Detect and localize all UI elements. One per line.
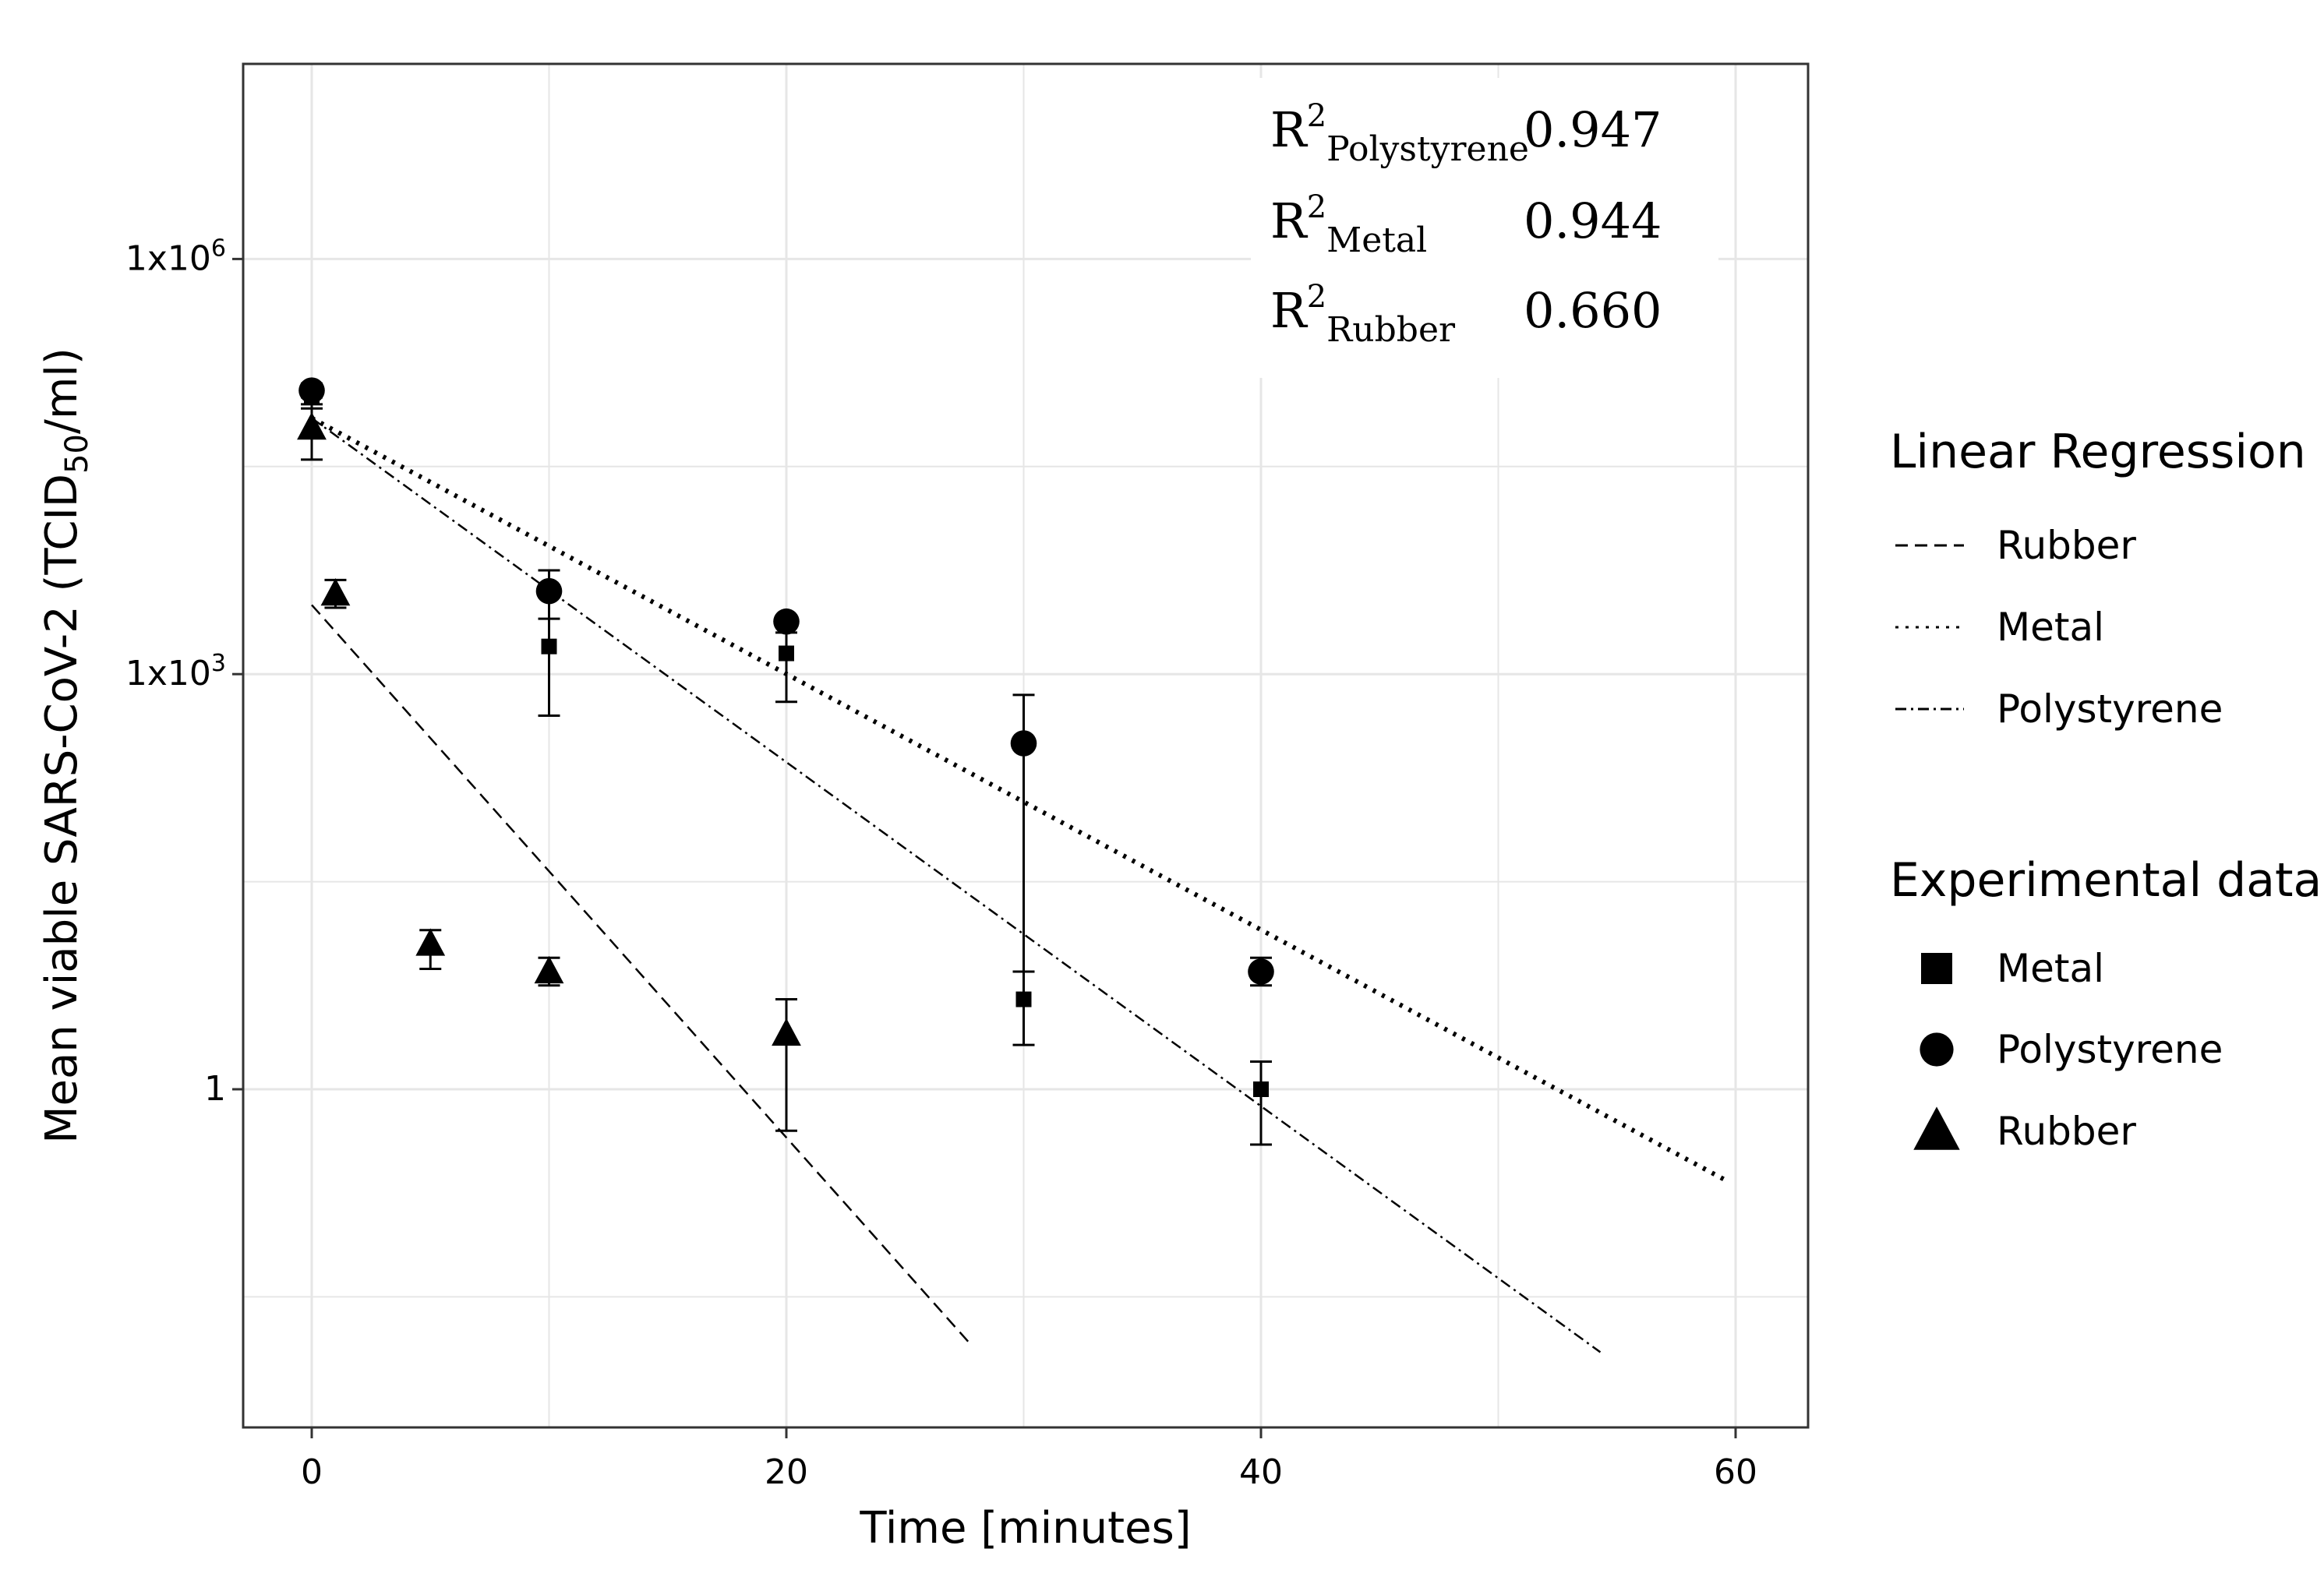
data-points xyxy=(297,377,1274,1146)
data-point-polystyrene xyxy=(535,569,563,620)
data-point-polystyrene xyxy=(1248,956,1274,987)
legend-marker-triangle xyxy=(1913,1106,1960,1150)
data-point-rubber xyxy=(415,928,446,970)
data-point-polystyrene xyxy=(298,377,325,404)
r-squared-base: R xyxy=(1270,101,1309,158)
x-tick-label: 0 xyxy=(301,1452,323,1492)
regression-line-metal xyxy=(311,417,1602,1353)
marker-circle xyxy=(1010,730,1037,757)
y-tick-label-base: 1 xyxy=(204,1069,226,1109)
legend-regression-label: Polystyrene xyxy=(1997,686,2223,732)
r-squared-label: R2Polystyrene xyxy=(1270,98,1529,169)
marker-square xyxy=(541,638,557,654)
legend-regression-label: Metal xyxy=(1997,605,2104,650)
regression-line-rubber xyxy=(311,604,973,1346)
data-point-rubber xyxy=(297,403,327,461)
legend-experimental-label: Polystyrene xyxy=(1997,1027,2223,1072)
x-tick-label: 20 xyxy=(765,1452,808,1492)
x-tick-label: 40 xyxy=(1239,1452,1283,1492)
marker-circle xyxy=(298,377,325,404)
regression-lines xyxy=(310,415,1725,1353)
marker-triangle xyxy=(297,411,327,440)
r-squared-label: R2Rubber xyxy=(1270,279,1456,350)
y-axis-title-main: Mean viable SARS-CoV-2 (TCID xyxy=(37,474,87,1144)
legend-experimental-label: Metal xyxy=(1997,946,2104,991)
r-squared-row: R2Rubber 0.660 xyxy=(1270,279,1662,350)
marker-circle xyxy=(535,577,563,605)
y-axis-title-end: /ml) xyxy=(37,348,87,434)
r-squared-subscript: Polystyrene xyxy=(1326,129,1529,169)
marker-triangle xyxy=(772,1018,801,1046)
r-squared-base: R xyxy=(1270,192,1309,249)
marker-triangle xyxy=(320,578,351,606)
y-tick-label: 1x103 xyxy=(125,650,226,693)
r-squared-value: 0.660 xyxy=(1524,282,1662,339)
marker-circle xyxy=(773,608,800,635)
r-squared-row: R2Metal 0.944 xyxy=(1270,189,1662,260)
legend: Linear Regression Rubber Metal Polystyrene E… xyxy=(1890,425,2322,1154)
data-point-rubber xyxy=(320,578,351,609)
legend-experimental-label: Rubber xyxy=(1997,1109,2136,1154)
marker-square xyxy=(779,645,794,662)
legend-experimental-title: Experimental data xyxy=(1890,853,2322,908)
y-axis-title: Mean viable SARS-CoV-2 (TCID50/ml) xyxy=(37,348,95,1144)
legend-marker-square xyxy=(1921,953,1952,984)
r-squared-subscript: Rubber xyxy=(1326,310,1456,350)
marker-circle xyxy=(1248,958,1274,985)
y-tick-label: 1 xyxy=(204,1069,226,1109)
x-tick-label: 60 xyxy=(1714,1452,1757,1492)
data-point-rubber xyxy=(772,998,801,1132)
legend-marker-circle xyxy=(1920,1032,1954,1067)
plot-frame xyxy=(242,62,1810,1429)
r-squared-background xyxy=(1251,78,1718,378)
marker-square xyxy=(1253,1081,1269,1097)
legend-regression-item: Rubber xyxy=(1895,523,2136,568)
legend-regression-label: Rubber xyxy=(1997,523,2136,568)
r-squared-value: 0.947 xyxy=(1524,101,1662,158)
regression-line-polystyrene xyxy=(310,415,1725,1182)
data-point-polystyrene xyxy=(773,608,800,635)
legend-regression-title: Linear Regression xyxy=(1890,425,2306,479)
data-point-rubber xyxy=(534,955,564,987)
legend-experimental-item: Rubber xyxy=(1913,1106,2136,1154)
x-axis-title: Time [minutes] xyxy=(859,1503,1191,1554)
y-tick-label-base: 1x10 xyxy=(125,238,211,278)
r-squared-exponent: 2 xyxy=(1307,279,1326,315)
marker-triangle xyxy=(534,955,564,984)
marker-square xyxy=(1015,991,1032,1007)
legend-experimental-item: Metal xyxy=(1921,946,2104,991)
y-tick-label-exponent: 3 xyxy=(211,650,226,677)
r-squared-subscript: Metal xyxy=(1326,221,1427,260)
data-point-metal xyxy=(1250,1060,1272,1146)
r-squared-base: R xyxy=(1270,282,1309,339)
r-squared-exponent: 2 xyxy=(1307,189,1326,225)
r-squared-exponent: 2 xyxy=(1307,98,1326,134)
y-tick-label: 1x106 xyxy=(125,235,226,278)
y-axis-title-subscript: 50 xyxy=(59,434,95,474)
marker-triangle xyxy=(415,928,446,956)
legend-regression-item: Metal xyxy=(1895,605,2104,650)
y-tick-label-base: 1x10 xyxy=(125,654,211,693)
data-point-polystyrene xyxy=(1010,693,1037,973)
legend-regression-item: Polystyrene xyxy=(1895,686,2223,732)
y-tick-label-exponent: 6 xyxy=(211,235,226,262)
legend-experimental-item: Polystyrene xyxy=(1920,1027,2223,1072)
r-squared-label: R2Metal xyxy=(1270,189,1427,260)
r-squared-value: 0.944 xyxy=(1524,192,1662,249)
